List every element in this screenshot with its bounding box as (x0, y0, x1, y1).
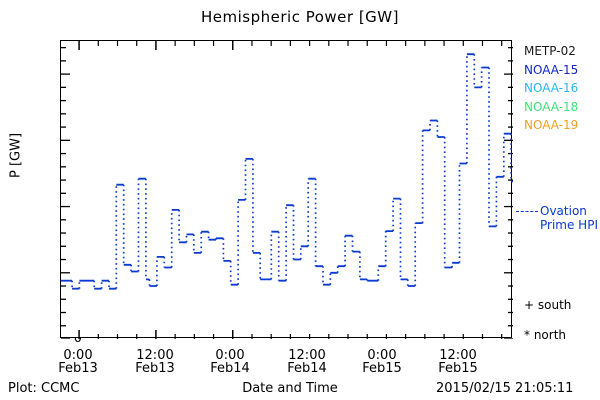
y-axis-label: P [GW] (8, 132, 24, 179)
x-tick-time: 0:00 (215, 348, 245, 363)
legend-label: NOAA-18 (524, 99, 579, 114)
x-tick-label-3: 12:00 Feb14 (262, 349, 352, 375)
x-axis-label: Date and Time (242, 381, 338, 396)
x-tick-time: 0:00 (63, 348, 93, 363)
x-tick-date: Feb15 (438, 361, 478, 376)
x-axis-ticks (78, 41, 503, 339)
dashed-line-swatch (516, 211, 538, 212)
ovation-prime-hpi-series (61, 53, 513, 290)
plot-area (60, 40, 513, 339)
x-tick-label-0: 0:00 Feb13 (33, 349, 123, 375)
plot-credit: Plot: CCMC (8, 381, 80, 396)
legend-item-noaa-18[interactable]: NOAA-18 (524, 98, 600, 117)
legend-item-noaa-16[interactable]: NOAA-16 (524, 79, 600, 98)
x-tick-date: Feb14 (287, 361, 327, 376)
y-tick-label-0: 0 (73, 331, 82, 346)
plus-icon: + (524, 298, 535, 312)
symbol-key-north: * north (524, 328, 566, 342)
legend-item-metp-02[interactable]: METP-02 (524, 42, 600, 61)
legend-label: METP-02 (524, 44, 576, 58)
x-tick-label-1: 12:00 Feb13 (110, 349, 200, 375)
symbol-key-south-label: south (537, 298, 572, 312)
symbol-key-south: + south (524, 298, 571, 312)
ovation-legend-label-line2: Prime HPI (540, 218, 598, 232)
legend-item-noaa-19[interactable]: NOAA-19 (524, 116, 600, 135)
ovation-series-connectors (71, 54, 512, 289)
x-tick-label-5: 12:00 Feb15 (413, 349, 503, 375)
x-tick-time: 0:00 (367, 348, 397, 363)
legend-label: NOAA-16 (524, 81, 579, 95)
x-tick-date: Feb13 (58, 361, 98, 376)
legend-label: NOAA-15 (524, 62, 579, 77)
x-tick-date: Feb14 (210, 361, 250, 376)
asterisk-icon: * (524, 328, 530, 342)
x-tick-time: 12:00 (288, 348, 326, 363)
y-axis-ticks (61, 46, 513, 339)
x-tick-label-4: 0:00 Feb15 (337, 349, 427, 375)
plot-timestamp: 2015/02/15 21:05:11 (436, 381, 574, 396)
x-tick-date: Feb15 (362, 361, 402, 376)
ovation-legend-label-line1: Ovation (540, 204, 587, 218)
legend-item-noaa-15[interactable]: NOAA-15 (524, 61, 600, 80)
x-tick-label-2: 0:00 Feb14 (185, 349, 275, 375)
plot-svg (61, 41, 513, 339)
x-tick-date: Feb13 (135, 361, 175, 376)
satellite-legend: METP-02 NOAA-15 NOAA-16 NOAA-18 NOAA-19 (524, 42, 600, 135)
x-tick-time: 12:00 (136, 348, 174, 363)
chart-title: Hemispheric Power [GW] (201, 8, 399, 26)
symbol-key-north-label: north (533, 328, 567, 342)
x-tick-time: 12:00 (439, 348, 477, 363)
legend-label: NOAA-19 (524, 118, 579, 132)
